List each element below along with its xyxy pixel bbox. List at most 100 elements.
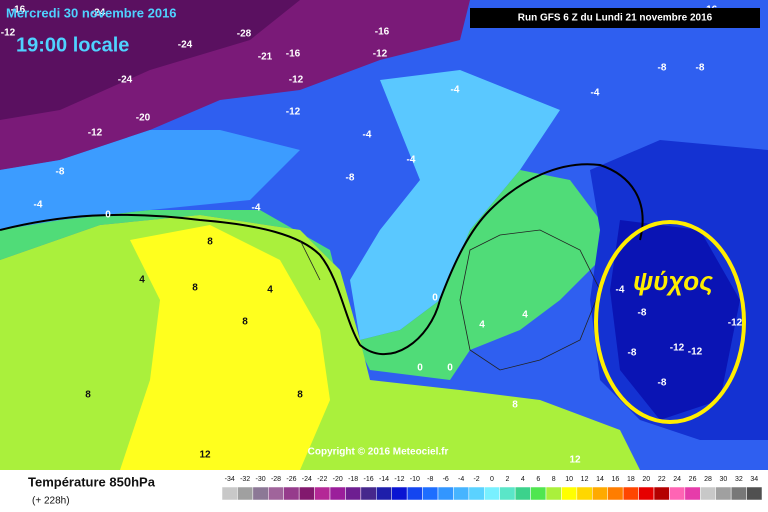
legend-tick-label: -4 — [458, 476, 464, 483]
legend-tick-label: -32 — [240, 476, 250, 483]
mild-region — [0, 170, 600, 380]
legend-tick-label: 28 — [704, 476, 712, 483]
contour-label: -8 — [346, 173, 355, 184]
annotation: ψύχος — [633, 266, 713, 296]
legend-tick-label: -8 — [427, 476, 433, 483]
cold-east-core — [610, 220, 740, 420]
legend-swatch — [669, 486, 686, 501]
contour-label: -4 — [591, 88, 600, 99]
legend-tick-label: 10 — [565, 476, 573, 483]
legend-subtitle: (+ 228h) — [32, 496, 70, 507]
legend-tick-label: 14 — [596, 476, 604, 483]
contour-label: -8 — [56, 167, 65, 178]
date: Mercredi 30 novembre 2016 — [6, 5, 177, 20]
legend-swatch — [406, 486, 423, 501]
contour-label: -24 — [118, 75, 133, 86]
legend-swatch — [622, 486, 639, 501]
contour-label: -16 — [375, 27, 390, 38]
legend-swatch — [592, 486, 608, 501]
contour-label: -16 — [11, 5, 26, 16]
legend-swatch — [576, 486, 593, 501]
legend-tick-label: -10 — [410, 476, 420, 483]
contour-label: -12 — [373, 49, 388, 60]
legend-swatch — [221, 486, 238, 501]
contour-label: -24 — [178, 40, 193, 51]
legend-tick-label: -28 — [271, 476, 281, 483]
contour-label: -8 — [628, 348, 637, 359]
legend-tick-label: 12 — [581, 476, 589, 483]
contour-label: -4 — [252, 203, 261, 214]
legend-tick-label: 26 — [689, 476, 697, 483]
legend: Température 850hPa (+ 228h) -34 -32 -30 -28… — [28, 474, 763, 507]
legend-swatch — [314, 486, 331, 501]
legend-swatch — [653, 486, 670, 501]
contour-label: -24 — [91, 8, 106, 19]
legend-swatch — [746, 486, 763, 501]
legend-swatch — [268, 486, 284, 501]
legend-tick-label: -26 — [286, 476, 296, 483]
contour-label: -12 — [1, 28, 16, 39]
legend-tick-label: -16 — [364, 476, 374, 483]
contour-label: 12 — [569, 455, 581, 466]
contour-label: -4 — [616, 285, 625, 296]
contour-label: 8 — [207, 237, 213, 248]
contour-label: -16 — [286, 49, 301, 60]
run-box — [470, 8, 760, 28]
contour-label: -4 — [363, 130, 372, 141]
legend-title: Température 850hPa — [28, 474, 156, 489]
legend-tick-label: 32 — [735, 476, 743, 483]
legend-scale: -34 -32 -30 -28 -26 -24 -22 -20 -18 -16 -14 -12 -10-… — [221, 476, 763, 501]
contour-label: -8 — [638, 308, 647, 319]
contour-label: 8 — [192, 283, 198, 294]
contour-label: 8 — [242, 317, 248, 328]
legend-tick-label: -14 — [379, 476, 389, 483]
zero-isotherm — [0, 163, 644, 356]
contour-label: 12 — [199, 450, 211, 461]
legend-swatch — [345, 486, 362, 501]
cool-tongue — [350, 70, 560, 340]
legend-swatch — [391, 486, 408, 501]
contour-label: 4 — [139, 275, 145, 286]
legend-swatch — [730, 486, 747, 501]
legend-swatch — [715, 486, 732, 501]
contour-label: -12 — [289, 75, 304, 86]
legend-swatch — [422, 486, 439, 501]
contour-label: -21 — [258, 52, 273, 63]
contour-label: 0 — [447, 363, 453, 374]
contour-label: -8 — [658, 63, 667, 74]
warmest-region — [120, 225, 330, 470]
legend-swatch — [329, 486, 346, 501]
contour-label: -4 — [407, 155, 416, 166]
run: Run GFS 6 Z du Lundi 21 novembre 2016 — [518, 13, 713, 24]
highlight-ellipse — [594, 220, 746, 424]
legend-tick-label: -30 — [256, 476, 266, 483]
legend-swatch — [468, 486, 485, 501]
legend-swatch — [530, 486, 547, 501]
legend-swatch — [638, 486, 655, 501]
contour-label: 4 — [479, 320, 485, 331]
contour-label: 8 — [85, 390, 91, 401]
legend-tick-label: -6 — [443, 476, 449, 483]
contour-label: 0 — [105, 210, 111, 221]
contour-label: -12 — [728, 318, 743, 329]
legend-swatch — [545, 486, 562, 501]
legend-tick-label: -12 — [394, 476, 404, 483]
contour-label: 8 — [512, 400, 518, 411]
contour-label: -8 — [658, 378, 667, 389]
legend-tick-label: 30 — [720, 476, 728, 483]
legend-tick-label: 24 — [673, 476, 681, 483]
contour-label: 4 — [267, 285, 273, 296]
legend-swatch — [283, 486, 300, 501]
legend-tick-label: 18 — [627, 476, 635, 483]
legend-swatch — [376, 486, 392, 501]
contour-label: 0 — [417, 363, 423, 374]
band — [0, 130, 300, 230]
coastlines — [299, 229, 601, 371]
contour-label: -12 — [88, 128, 103, 139]
legend-swatch — [453, 486, 470, 501]
legend-tick-label: -18 — [348, 476, 358, 483]
legend-swatch — [514, 486, 531, 501]
legend-tick-label: 4 — [521, 476, 525, 483]
contour-label: 4 — [522, 310, 528, 321]
